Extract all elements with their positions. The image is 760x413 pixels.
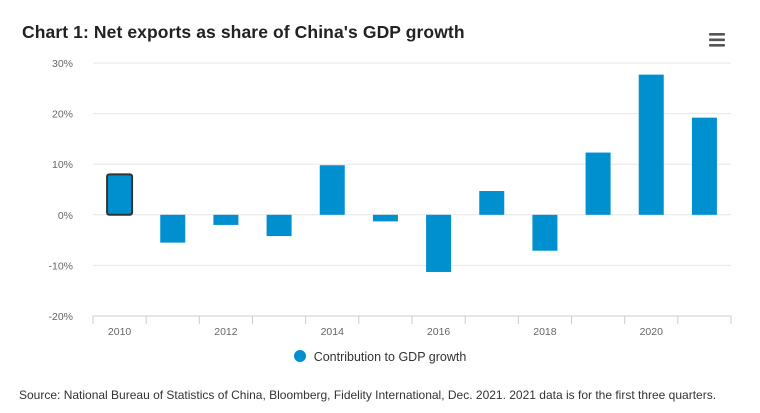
bar-2021 <box>691 117 717 215</box>
legend[interactable]: Contribution to GDP growth <box>0 350 760 364</box>
bar-2015 <box>372 214 398 222</box>
chart-title: Chart 1: Net exports as share of China's… <box>22 22 465 42</box>
x-tick-label: 2010 <box>108 326 132 338</box>
y-tick-label: 0% <box>58 210 73 222</box>
y-tick-label: -20% <box>48 311 73 323</box>
bar-2018 <box>532 214 558 251</box>
legend-marker <box>293 350 306 362</box>
bar-2012 <box>213 214 239 225</box>
x-tick-label: 2012 <box>214 326 238 338</box>
bar-2019 <box>585 152 611 215</box>
y-tick-label: -10% <box>48 260 73 272</box>
y-tick-label: 10% <box>52 159 73 171</box>
legend-label: Contribution to GDP growth <box>313 350 467 364</box>
hamburger-menu-icon[interactable] <box>703 29 731 51</box>
bar-2010 <box>106 173 134 216</box>
bar-2016 <box>426 214 452 272</box>
x-tick-label: 2014 <box>321 326 345 338</box>
y-tick-label: 20% <box>52 109 73 121</box>
bar-2011 <box>160 214 186 243</box>
x-tick-label: 2020 <box>640 326 664 338</box>
x-tick-label: 2016 <box>427 326 451 338</box>
bar-2017 <box>479 191 505 215</box>
y-tick-label: 30% <box>52 58 73 70</box>
bar-2014 <box>319 165 345 215</box>
bar-2020 <box>638 74 664 215</box>
x-tick-label: 2018 <box>533 326 557 338</box>
source-note: Source: National Bureau of Statistics of… <box>19 388 717 402</box>
bar-2013 <box>266 214 292 237</box>
